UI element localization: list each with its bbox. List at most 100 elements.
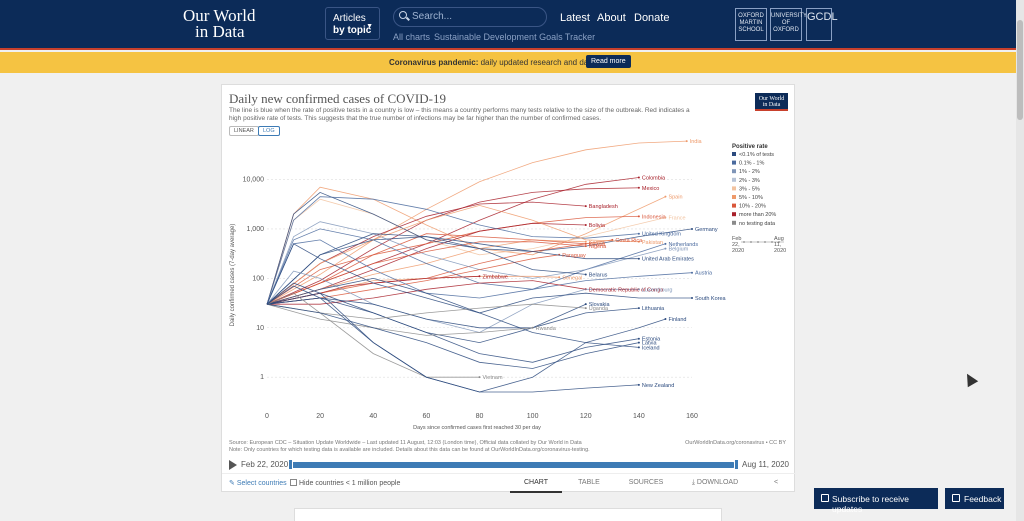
series-line[interactable] — [266, 228, 666, 305]
series-label[interactable]: Netherlands — [668, 242, 698, 248]
timeline-start-handle[interactable] — [288, 459, 293, 470]
log-scale-button[interactable]: LOG — [258, 126, 280, 136]
series-line[interactable] — [266, 275, 560, 305]
series-label[interactable]: Spain — [668, 195, 682, 201]
legend-swatch[interactable] — [732, 152, 736, 156]
legend-swatch[interactable] — [732, 195, 736, 199]
subscribe-button[interactable]: Subscribe to receive updates — [814, 488, 938, 514]
series-label[interactable]: India — [690, 139, 703, 145]
series-label[interactable]: Vietnam — [483, 375, 503, 381]
series-label[interactable]: Slovakia — [589, 302, 611, 308]
series-label[interactable]: United Arab Emirates — [642, 257, 694, 263]
legend-swatch[interactable] — [732, 186, 736, 191]
legend-label[interactable]: no testing data — [739, 221, 776, 227]
series-line[interactable] — [266, 239, 693, 305]
tab-chart[interactable]: CHART — [510, 474, 562, 493]
series-line[interactable] — [266, 191, 693, 305]
series-line[interactable] — [267, 280, 586, 305]
search-input[interactable]: Search... — [393, 7, 547, 27]
feedback-button[interactable]: Feedback — [945, 488, 1004, 509]
timeline-end-handle[interactable] — [734, 459, 739, 470]
series-label[interactable]: Colombia — [642, 175, 666, 181]
legend-label[interactable]: 0.1% - 1% — [739, 161, 764, 167]
gcdl-logo[interactable]: GCDL — [806, 8, 838, 41]
legend-label[interactable]: <0.1% of tests — [739, 152, 774, 158]
nav-link-about[interactable]: About — [597, 12, 626, 24]
series-line[interactable] — [266, 303, 639, 369]
series-label[interactable]: Belarus — [589, 272, 608, 278]
series-label[interactable]: Rwanda — [536, 326, 557, 332]
legend-swatch[interactable] — [732, 169, 736, 174]
series-label[interactable]: Austria — [695, 271, 713, 277]
series-label[interactable]: Lithuania — [642, 306, 665, 312]
series-line[interactable] — [266, 285, 639, 393]
url-credit[interactable]: OurWorldInData.org/coronavirus • CC BY — [685, 440, 786, 446]
nav-link-sdg-tracker[interactable]: Sustainable Development Goals Tracker — [434, 32, 596, 42]
series-line[interactable] — [266, 277, 666, 344]
series-line[interactable] — [266, 233, 586, 305]
series-label[interactable]: France — [668, 216, 685, 222]
series-label[interactable]: Nigeria — [589, 244, 607, 250]
nav-link-all-charts[interactable]: All charts — [393, 32, 431, 42]
series-label[interactable]: Mexico — [642, 186, 659, 192]
series-label[interactable]: Indonesia — [642, 214, 667, 220]
legend-swatch[interactable] — [732, 160, 736, 165]
legend-swatch[interactable] — [732, 177, 736, 182]
series-line[interactable] — [266, 297, 639, 329]
series-line[interactable] — [266, 292, 639, 363]
play-icon[interactable] — [229, 460, 237, 470]
series-label[interactable]: United Kingdom — [642, 232, 682, 238]
series-label[interactable]: Pakistan — [642, 240, 663, 246]
articles-by-topic-button[interactable]: Articles by topic ▼ — [325, 7, 380, 40]
university-of-oxford-logo[interactable]: UNIVERSITY OF OXFORD — [770, 8, 807, 41]
series-label[interactable]: Latvia — [642, 341, 658, 347]
series-label[interactable]: Finland — [668, 317, 686, 323]
select-countries-link[interactable]: ✎ Select countries — [229, 479, 287, 487]
series-label[interactable]: Iceland — [642, 345, 660, 351]
series-line[interactable] — [266, 140, 687, 305]
series-label[interactable]: Bolivia — [589, 223, 606, 229]
series-label[interactable]: Estonia — [642, 337, 661, 343]
tab-download[interactable]: ⤓ DOWNLOAD — [680, 474, 750, 493]
series-label[interactable]: Democratic Republic of Congo — [589, 287, 664, 293]
series-label[interactable]: Kenya — [589, 240, 606, 246]
read-more-button[interactable]: Read more — [586, 55, 631, 68]
series-label[interactable]: Zimbabwe — [483, 274, 508, 280]
tab-sources[interactable]: SOURCES — [628, 479, 664, 486]
series-line[interactable] — [266, 215, 639, 305]
legend-label[interactable]: 5% - 10% — [739, 195, 763, 201]
tab-table[interactable]: TABLE — [578, 479, 600, 486]
share-icon[interactable]: < — [773, 479, 779, 486]
oxford-martin-school-logo[interactable]: OXFORD MARTIN SCHOOL — [735, 8, 767, 41]
legend-swatch[interactable] — [732, 212, 736, 217]
series-label[interactable]: Germany — [695, 227, 718, 233]
legend-label[interactable]: 10% - 20% — [739, 204, 766, 210]
legend-swatch[interactable] — [732, 220, 736, 225]
legend-label[interactable]: 1% - 2% — [739, 169, 760, 175]
checkbox[interactable] — [290, 479, 297, 486]
series-line[interactable] — [266, 292, 480, 378]
scrollbar-thumb[interactable] — [1017, 20, 1023, 120]
series-line[interactable] — [266, 241, 586, 305]
owid-badge-logo[interactable]: Our World in Data — [755, 93, 788, 111]
series-label[interactable]: Senegal — [562, 275, 582, 281]
owid-logo[interactable]: Our World in Data — [183, 7, 255, 40]
series-label[interactable]: Bangladesh — [589, 204, 618, 210]
page-scrollbar[interactable] — [1016, 0, 1024, 521]
series-line[interactable] — [266, 201, 586, 305]
legend-label[interactable]: more than 20% — [739, 212, 776, 218]
series-label[interactable]: Kuwait — [589, 242, 606, 248]
series-label[interactable]: Paraguay — [562, 253, 586, 259]
series-label[interactable]: Belgium — [668, 247, 688, 253]
hide-small-countries-toggle[interactable]: Hide countries < 1 million people — [290, 479, 400, 487]
series-label[interactable]: Costa Rica — [615, 238, 643, 244]
timeline-track[interactable] — [290, 462, 736, 468]
series-line[interactable] — [266, 303, 533, 336]
series-label[interactable]: South Korea — [695, 296, 727, 302]
legend-swatch[interactable] — [732, 203, 736, 208]
series-line[interactable] — [266, 243, 692, 314]
legend-label[interactable]: 3% - 5% — [739, 186, 760, 192]
series-label[interactable]: Luxembourg — [642, 287, 673, 293]
series-label[interactable]: New Zealand — [642, 383, 674, 389]
nav-link-latest[interactable]: Latest — [560, 12, 590, 24]
